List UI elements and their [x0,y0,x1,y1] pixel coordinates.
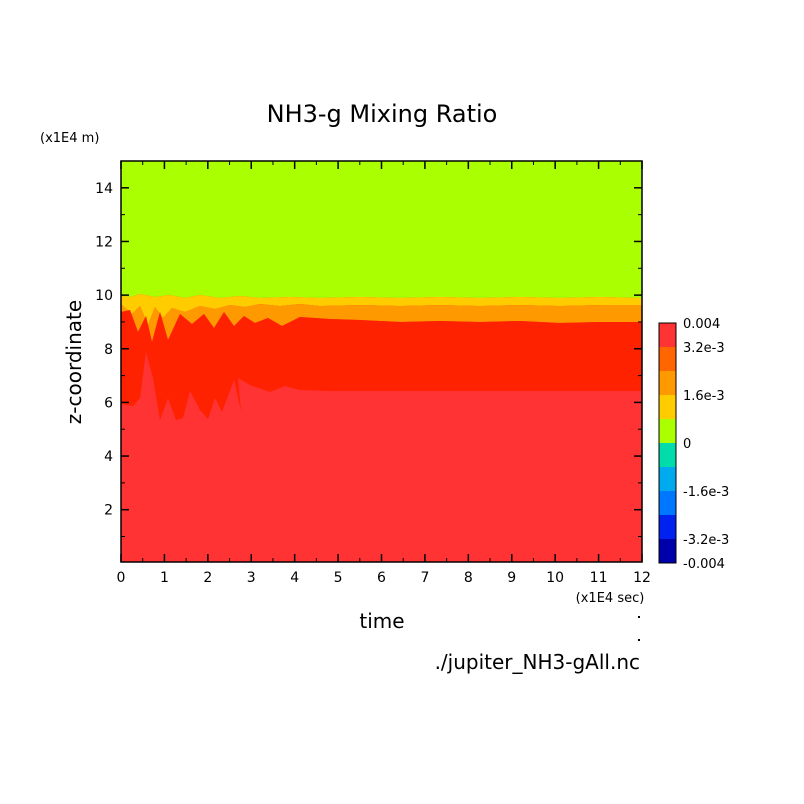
colorbar-level [659,515,676,539]
region-band-yellow [121,294,642,325]
x-tick-label: 7 [420,570,429,586]
y-tick-label: 14 [95,181,113,197]
colorbar-label: -3.2e-3 [683,533,729,548]
x-tick-label: 6 [377,570,386,586]
colorbar-label: 3.2e-3 [683,341,725,356]
x-tick-label: 2 [203,570,212,586]
colorbar-frame [658,322,677,564]
colorbar-level [659,443,676,467]
colorbar-level [659,371,676,395]
region-upper-layer [121,161,642,298]
colorbar-label: 1.6e-3 [683,389,725,404]
colorbar-label: -1.6e-3 [683,485,729,500]
region-band-red [121,310,642,420]
y-tick-label: 2 [104,503,113,519]
colorbar: 0.004 3.2e-3 1.6e-3 0 -1.6e-3 -3.2e-3 -0.004 [658,317,729,572]
x-unit-label: (x1E4 sec) [576,591,645,606]
x-tick-label: 11 [590,570,608,586]
x-axis-label: time [359,609,404,633]
x-tick-label: 10 [546,570,564,586]
x-tick-label: 5 [334,570,343,586]
x-tick-label: 0 [117,570,126,586]
dot-marker [638,639,640,641]
x-ticks: 0 1 2 3 4 5 6 7 8 9 10 11 12 [117,161,651,586]
colorbar-level [659,491,676,515]
colorbar-label: -0.004 [683,557,725,572]
source-file-label: ./jupiter_NH3-gAll.nc [435,650,640,674]
y-unit-label: (x1E4 m) [40,131,99,146]
colorbar-level [659,323,676,347]
y-tick-label: 12 [95,234,113,250]
region-band-orange [121,304,642,342]
colorbar-level [659,347,676,371]
x-tick-label: 12 [633,570,651,586]
colorbar-level [659,539,676,563]
y-tick-label: 4 [104,449,113,465]
chart-title: NH3-g Mixing Ratio [267,100,498,128]
y-tick-label: 8 [104,342,113,358]
colorbar-label: 0 [683,437,691,452]
x-tick-label: 8 [464,570,473,586]
y-tick-label: 6 [104,395,113,411]
x-tick-label: 3 [247,570,256,586]
y-tick-label: 10 [95,288,113,304]
y-axis-label: z-coordinate [62,300,86,424]
dot-marker [638,616,640,618]
colorbar-level [659,467,676,491]
colorbar-label: 0.004 [683,317,720,332]
colorbar-level [659,395,676,419]
x-tick-label: 1 [160,570,169,586]
y-ticks: 2 4 6 8 10 12 14 [95,181,642,538]
x-tick-label: 9 [507,570,516,586]
x-tick-label: 4 [290,570,299,586]
colorbar-level [659,419,676,443]
